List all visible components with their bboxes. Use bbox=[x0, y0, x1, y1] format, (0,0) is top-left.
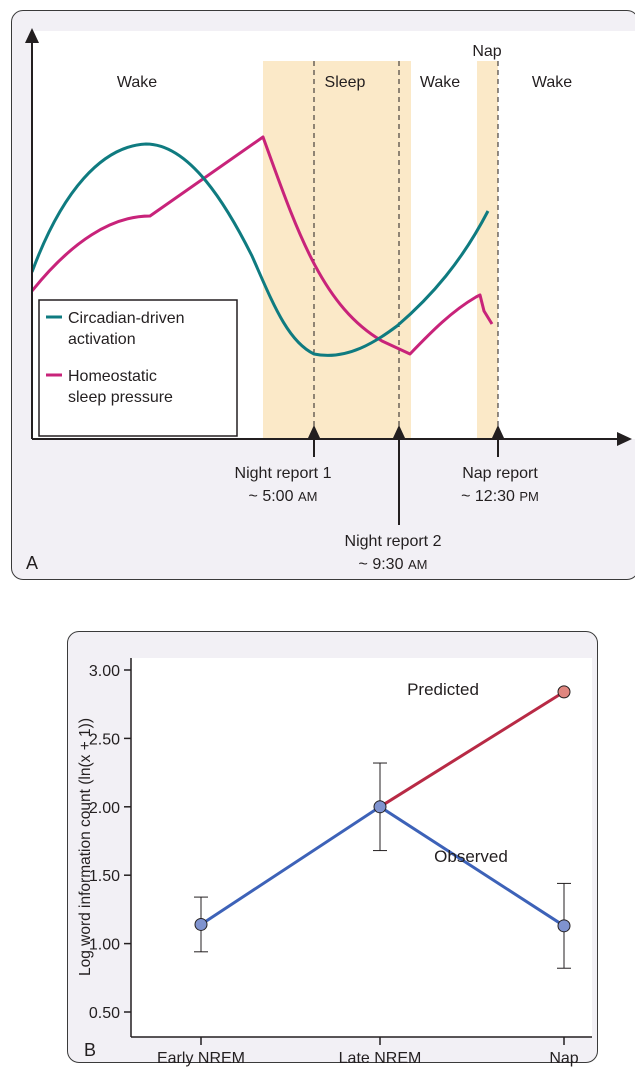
x-tick-label: Nap bbox=[549, 1050, 578, 1067]
y-axis-title: Log word information count (ln(x + 1)) bbox=[77, 718, 94, 976]
y-tick-label: 2.50 bbox=[89, 731, 120, 748]
x-axis-arrowhead bbox=[617, 432, 632, 446]
observed-point bbox=[557, 919, 571, 933]
phase-label-wake-1: Wake bbox=[117, 74, 157, 91]
phase-label-wake-3: Wake bbox=[532, 74, 572, 91]
predicted-point bbox=[557, 685, 571, 699]
legend-label-homeostatic-2: sleep pressure bbox=[68, 389, 173, 406]
nap-report-arrowhead bbox=[492, 425, 504, 438]
predicted-series-line bbox=[379, 690, 565, 809]
y-tick-label: 1.00 bbox=[89, 937, 120, 954]
night-report-1-arrowhead bbox=[308, 425, 320, 438]
panel-a-circadian-homeostatic: Wake Sleep Wake Nap Wake Circadian-drive… bbox=[11, 10, 635, 580]
y-tick-label: 2.00 bbox=[89, 800, 120, 817]
nap-report-time: ~ 12:30 PM bbox=[461, 488, 539, 505]
observed-point bbox=[373, 800, 387, 814]
panel-letter-a: A bbox=[26, 553, 38, 573]
night-report-2-time: ~ 9:30 AM bbox=[359, 556, 428, 573]
night-report-2-label: Night report 2 bbox=[345, 533, 442, 550]
y-tick-label: 1.50 bbox=[89, 868, 120, 885]
observed-point bbox=[194, 917, 208, 931]
plot-area-b bbox=[131, 658, 592, 1037]
phase-label-wake-2: Wake bbox=[420, 74, 460, 91]
homeostatic-sleep-pressure-curve bbox=[32, 135, 494, 356]
panel-b-word-count-chart: 0.50 1.00 1.50 2.00 2.50 3.00 Early NREM Late … bbox=[67, 631, 598, 1067]
x-tick-label: Late NREM bbox=[339, 1050, 422, 1067]
panel-letter-b: B bbox=[84, 1040, 96, 1060]
nap-band bbox=[477, 61, 498, 439]
legend-a: Circadian-driven activation Homeostatic … bbox=[38, 299, 238, 437]
sleep-band bbox=[263, 61, 411, 439]
night-report-1-label: Night report 1 bbox=[235, 465, 332, 482]
y-tick-label: 3.00 bbox=[89, 663, 120, 680]
x-tick-label: Early NREM bbox=[157, 1050, 245, 1067]
legend-label-circadian-1: Circadian-driven bbox=[68, 310, 185, 327]
circadian-activation-curve bbox=[32, 142, 490, 357]
panel-a-svg: Wake Sleep Wake Nap Wake Circadian-drive… bbox=[25, 28, 635, 573]
y-axis-arrowhead bbox=[25, 28, 39, 43]
legend-label-homeostatic-1: Homeostatic bbox=[68, 368, 157, 385]
legend-label-circadian-2: activation bbox=[68, 331, 136, 348]
night-report-2-arrowhead bbox=[393, 425, 405, 438]
nap-report-label: Nap report bbox=[462, 465, 538, 482]
phase-label-nap: Nap bbox=[472, 43, 501, 60]
annotation-observed: Observed bbox=[434, 847, 508, 866]
phase-label-sleep: Sleep bbox=[325, 74, 366, 91]
annotation-predicted: Predicted bbox=[407, 680, 479, 699]
y-tick-label: 0.50 bbox=[89, 1005, 120, 1022]
panel-b-svg: 0.50 1.00 1.50 2.00 2.50 3.00 Early NREM Late … bbox=[77, 658, 592, 1067]
night-report-1-time: ~ 5:00 AM bbox=[249, 488, 318, 505]
